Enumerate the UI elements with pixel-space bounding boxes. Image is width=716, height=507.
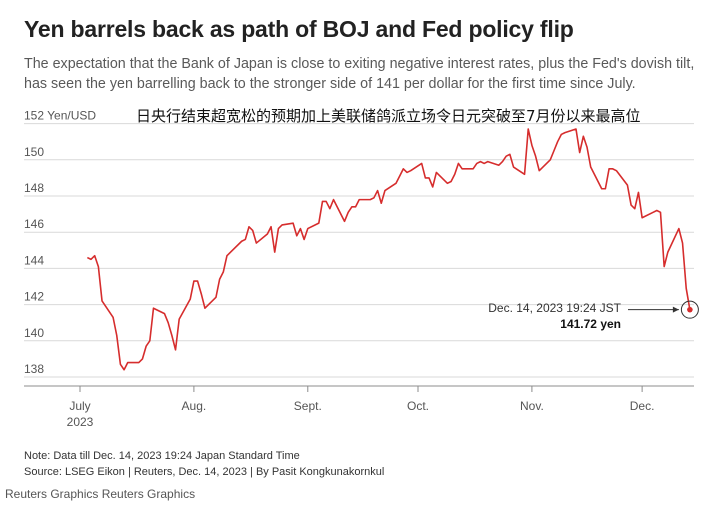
y-tick-label: 146	[24, 217, 44, 231]
y-tick-label: 142	[24, 290, 44, 304]
credit-line: Reuters Graphics Reuters Graphics	[5, 487, 196, 501]
gridlines	[24, 123, 694, 378]
latest-point-ring	[680, 300, 699, 319]
latest-point-marker	[687, 306, 693, 313]
y-tick-label: 148	[24, 181, 44, 195]
y-tick-label: 152 Yen/USD	[24, 109, 96, 123]
x-tick-sublabel: 2023	[67, 415, 94, 429]
chart-subtitle: The expectation that the Bank of Japan i…	[24, 56, 695, 92]
line-chart: 152 Yen/USD 150 148 146 144 142 140 138 July 202…	[24, 109, 699, 429]
x-tick-label: Dec.	[630, 399, 655, 413]
x-tick-label: Nov.	[520, 399, 544, 413]
source-line: Source: LSEG Eikon | Reuters, Dec. 14, 2…	[24, 466, 385, 478]
x-tick-label: Aug.	[182, 399, 207, 413]
yen-usd-series-line	[86, 128, 691, 371]
x-tick-label: Sept.	[294, 399, 322, 413]
annotation-arrowhead	[672, 306, 679, 313]
y-axis-ticks: 152 Yen/USD 150 148 146 144 142 140 138	[24, 109, 96, 376]
footnote: Note: Data till Dec. 14, 2023 19:24 Japa…	[24, 450, 300, 462]
x-tick-label: July	[69, 399, 90, 413]
y-tick-label: 150	[24, 145, 44, 159]
annotation-value-label: 141.72 yen	[560, 317, 621, 331]
x-tick-label: Oct.	[407, 399, 429, 413]
y-tick-label: 144	[24, 253, 44, 267]
x-axis: July 2023 Aug. Sept. Oct. Nov. Dec.	[24, 385, 694, 429]
chinese-caption-overlay: 日央行结束超宽松的预期加上美联储鸽派立场令日元突破至7月份以来最高位	[136, 107, 641, 125]
series-layer	[86, 128, 691, 371]
annotation-layer: Dec. 14, 2023 19:24 JST 141.72 yen	[488, 300, 699, 331]
chart-title: Yen barrels back as path of BOJ and Fed …	[24, 16, 574, 42]
annotation-date-label: Dec. 14, 2023 19:24 JST	[488, 301, 621, 315]
y-tick-label: 138	[24, 362, 44, 376]
y-tick-label: 140	[24, 326, 44, 340]
